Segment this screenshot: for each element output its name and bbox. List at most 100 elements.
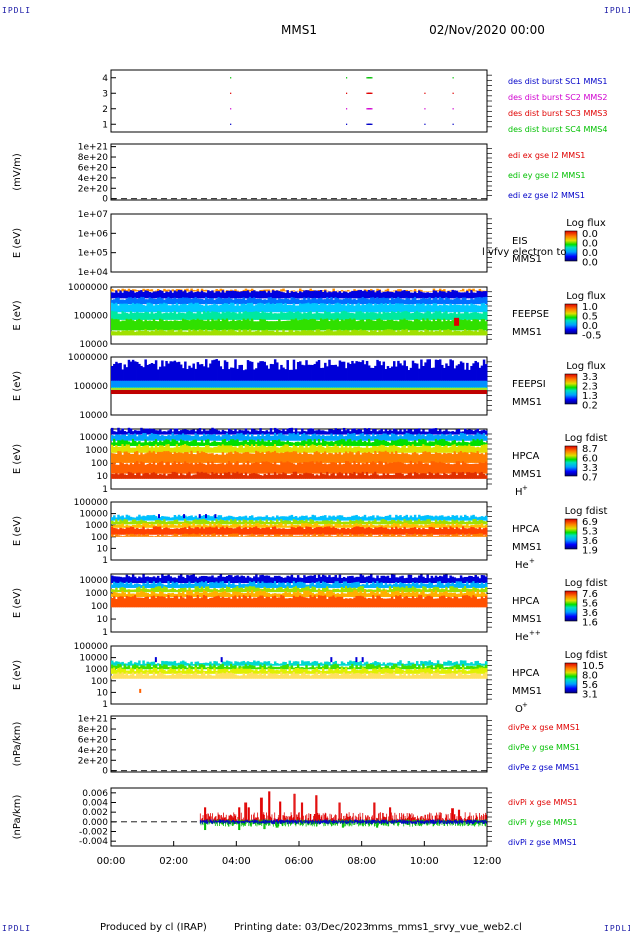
hpca-he2-pixel bbox=[315, 581, 319, 588]
hpca-he1-pixel bbox=[326, 523, 329, 528]
feepsi-pixel bbox=[393, 380, 396, 388]
hpca-he2-pixel bbox=[217, 589, 221, 593]
hpca-he1-pixel bbox=[324, 520, 327, 525]
feepse-pixel bbox=[328, 321, 331, 331]
hpca-h-pixel bbox=[190, 475, 193, 479]
hpca-he2-pixel bbox=[342, 581, 346, 588]
feepse-pixel bbox=[250, 290, 254, 299]
hpca-h-pixel bbox=[159, 451, 162, 463]
feepse-pixel bbox=[113, 299, 116, 305]
hpca-h-pixel bbox=[311, 461, 315, 474]
feepse-pixel bbox=[136, 331, 139, 336]
hpca-h-pixel bbox=[167, 439, 170, 446]
hpca-he1-pixel bbox=[441, 535, 444, 537]
hpca-he1-pixel bbox=[470, 535, 473, 537]
feepse-pixel bbox=[459, 292, 463, 299]
feepse-pixel bbox=[296, 290, 300, 292]
hpca-he2-pixel bbox=[294, 596, 298, 608]
hpca-h-pixel bbox=[188, 471, 191, 479]
feepse-pixel bbox=[466, 290, 469, 299]
hpca-he2-pixel bbox=[227, 587, 231, 593]
feepse-pixel bbox=[179, 329, 183, 336]
hpca-he1-pixel bbox=[476, 524, 480, 528]
feepsi-ytick-label: 100000 bbox=[74, 382, 109, 392]
feepse-pixel bbox=[434, 320, 438, 331]
hpca-h-pixel bbox=[361, 447, 365, 453]
hpca-he1-pixel bbox=[447, 534, 450, 537]
hpca-he1-pixel bbox=[207, 525, 210, 528]
hpca-he1-pixel bbox=[326, 517, 329, 521]
hpca-he2-pixel bbox=[405, 586, 409, 593]
hpca-he1-pixel bbox=[163, 519, 166, 525]
feepsi-pixel bbox=[470, 380, 473, 388]
hpca-h-pixel bbox=[119, 435, 122, 441]
feepse-pixel bbox=[464, 305, 467, 313]
feepse-pixel bbox=[484, 321, 488, 331]
feepsi-pixel bbox=[257, 380, 260, 388]
hpca-h-pixel bbox=[405, 430, 409, 435]
feepsi-pixel bbox=[194, 380, 198, 388]
hpca-he2-pixel bbox=[177, 588, 181, 593]
hpca-he1-pixel bbox=[353, 520, 356, 525]
hpca-he2-pixel bbox=[125, 574, 129, 584]
feepsi-pixel bbox=[403, 380, 406, 388]
feepse-pixel bbox=[445, 320, 448, 331]
hpca-he2-pixel bbox=[236, 598, 239, 608]
hpca-he1-pixel bbox=[311, 535, 315, 537]
hpca-h-pixel bbox=[367, 464, 371, 474]
hpca-h-pixel bbox=[409, 429, 413, 435]
hpca-he1-pixel bbox=[424, 524, 427, 528]
hpca-h-pixel bbox=[255, 441, 258, 446]
hpca-he2-pixel bbox=[169, 584, 172, 588]
hpca-he2-pixel bbox=[367, 575, 371, 584]
hpca-h-pixel bbox=[217, 435, 221, 441]
feepse-pixel bbox=[242, 329, 246, 336]
feepse-pixel bbox=[290, 311, 294, 320]
feepse-pixel bbox=[217, 291, 221, 299]
feepsi-pixel bbox=[409, 380, 413, 388]
feepse-pixel bbox=[411, 330, 415, 336]
hpca-h-pixel bbox=[468, 434, 471, 441]
feepse-pixel bbox=[395, 290, 398, 299]
hpca-he1-pixel bbox=[317, 521, 321, 525]
feepse-pixel bbox=[324, 318, 327, 331]
feepse-pixel bbox=[301, 313, 304, 320]
feepsi-pixel bbox=[253, 380, 256, 388]
hpca-he1-pixel bbox=[144, 523, 147, 528]
feepse-pixel bbox=[111, 310, 114, 320]
hpca-h-pixel bbox=[115, 473, 118, 479]
feepse-pixel bbox=[434, 303, 438, 313]
hpca-h-pixel bbox=[420, 431, 423, 435]
feepse-pixel bbox=[351, 290, 354, 299]
hpca-he1-pixel bbox=[282, 534, 285, 537]
hpca-h-pixel bbox=[309, 436, 312, 441]
feepsi-pixel bbox=[399, 380, 402, 388]
hpca-he2-pixel bbox=[250, 586, 254, 593]
feepse-pixel bbox=[296, 298, 300, 305]
hpca-he2-pixel bbox=[169, 593, 172, 598]
feepse-pixel bbox=[276, 329, 279, 336]
feepse-pixel bbox=[171, 304, 175, 313]
hpca-h-pixel bbox=[173, 439, 177, 446]
hpca-h-pixel bbox=[161, 451, 164, 463]
hpca-he2-pixel bbox=[121, 596, 124, 608]
hpca-he1-pixel bbox=[223, 516, 227, 521]
hpca-he1-pixel bbox=[253, 527, 256, 535]
feepse-pixel bbox=[184, 331, 187, 336]
hpca-he1-pixel bbox=[182, 534, 185, 537]
hpca-he2-pixel bbox=[138, 576, 141, 584]
feepse-pixel bbox=[257, 303, 260, 313]
hpca-he1-pixel bbox=[438, 527, 442, 535]
feepse-pixel bbox=[148, 292, 152, 299]
feepse-pixel bbox=[278, 303, 281, 313]
hpca-he1-pixel bbox=[409, 535, 413, 537]
hpca-h-pixel bbox=[376, 433, 379, 441]
feepse-pixel bbox=[403, 304, 406, 313]
hpca-he2-pixel bbox=[372, 595, 375, 608]
hpca-he1-pixel bbox=[230, 519, 233, 525]
hpca-he1-pixel bbox=[370, 521, 373, 525]
hpca-h-pixel bbox=[261, 438, 264, 446]
feepsi-pixel bbox=[438, 380, 442, 388]
hpca-he2-pixel bbox=[328, 596, 331, 608]
feepsi-pixel bbox=[127, 359, 131, 381]
